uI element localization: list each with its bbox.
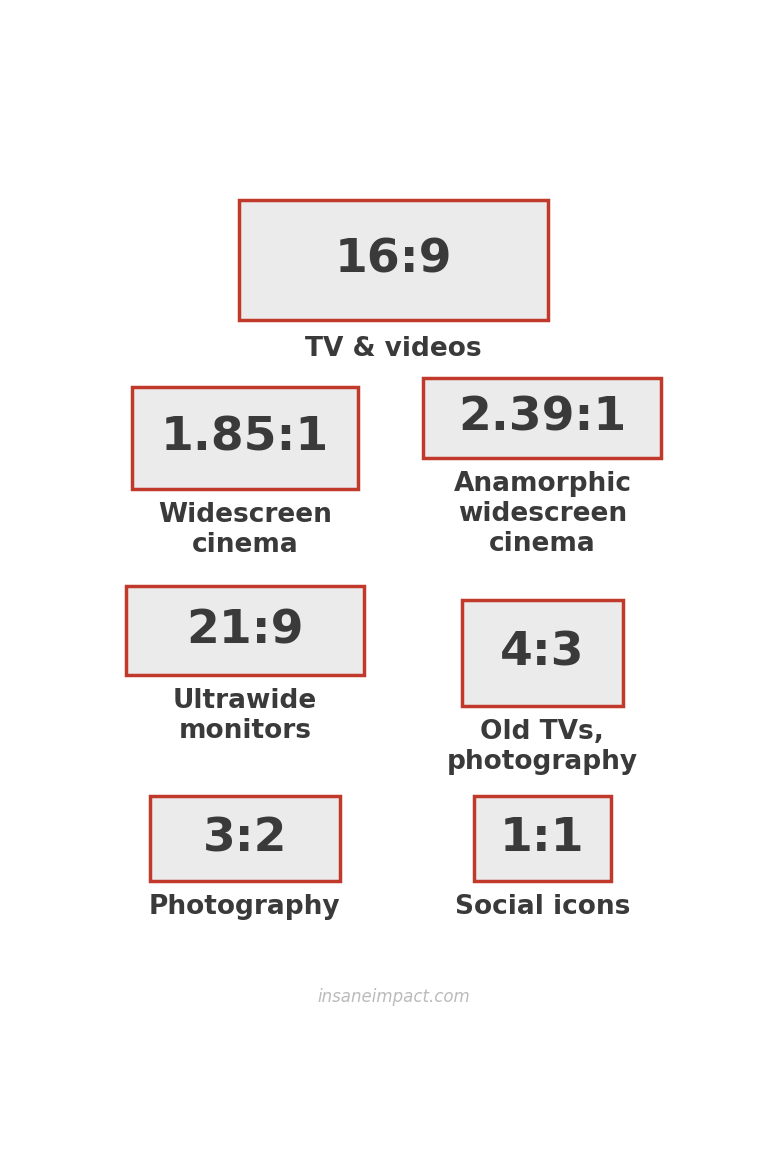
Text: TV & videos: TV & videos (306, 336, 482, 362)
FancyBboxPatch shape (150, 796, 340, 880)
FancyBboxPatch shape (462, 599, 623, 706)
FancyBboxPatch shape (239, 200, 548, 320)
Text: Social icons: Social icons (455, 894, 630, 920)
Text: 2.39:1: 2.39:1 (458, 395, 627, 440)
Text: Old TVs,
photography: Old TVs, photography (447, 719, 638, 775)
Text: Ultrawide
monitors: Ultrawide monitors (173, 688, 317, 744)
Text: 21:9: 21:9 (186, 608, 303, 653)
Text: Photography: Photography (149, 894, 341, 920)
Text: Widescreen
cinema: Widescreen cinema (158, 502, 332, 558)
Text: 4:3: 4:3 (500, 630, 584, 675)
Text: 1:1: 1:1 (500, 816, 584, 861)
Text: 16:9: 16:9 (335, 237, 452, 282)
FancyBboxPatch shape (474, 796, 611, 880)
Text: insaneimpact.com: insaneimpact.com (317, 987, 470, 1006)
FancyBboxPatch shape (126, 586, 364, 675)
FancyBboxPatch shape (423, 378, 661, 457)
Text: 3:2: 3:2 (203, 816, 287, 861)
FancyBboxPatch shape (132, 387, 358, 488)
Text: Anamorphic
widescreen
cinema: Anamorphic widescreen cinema (453, 471, 631, 556)
Text: 1.85:1: 1.85:1 (161, 415, 329, 460)
